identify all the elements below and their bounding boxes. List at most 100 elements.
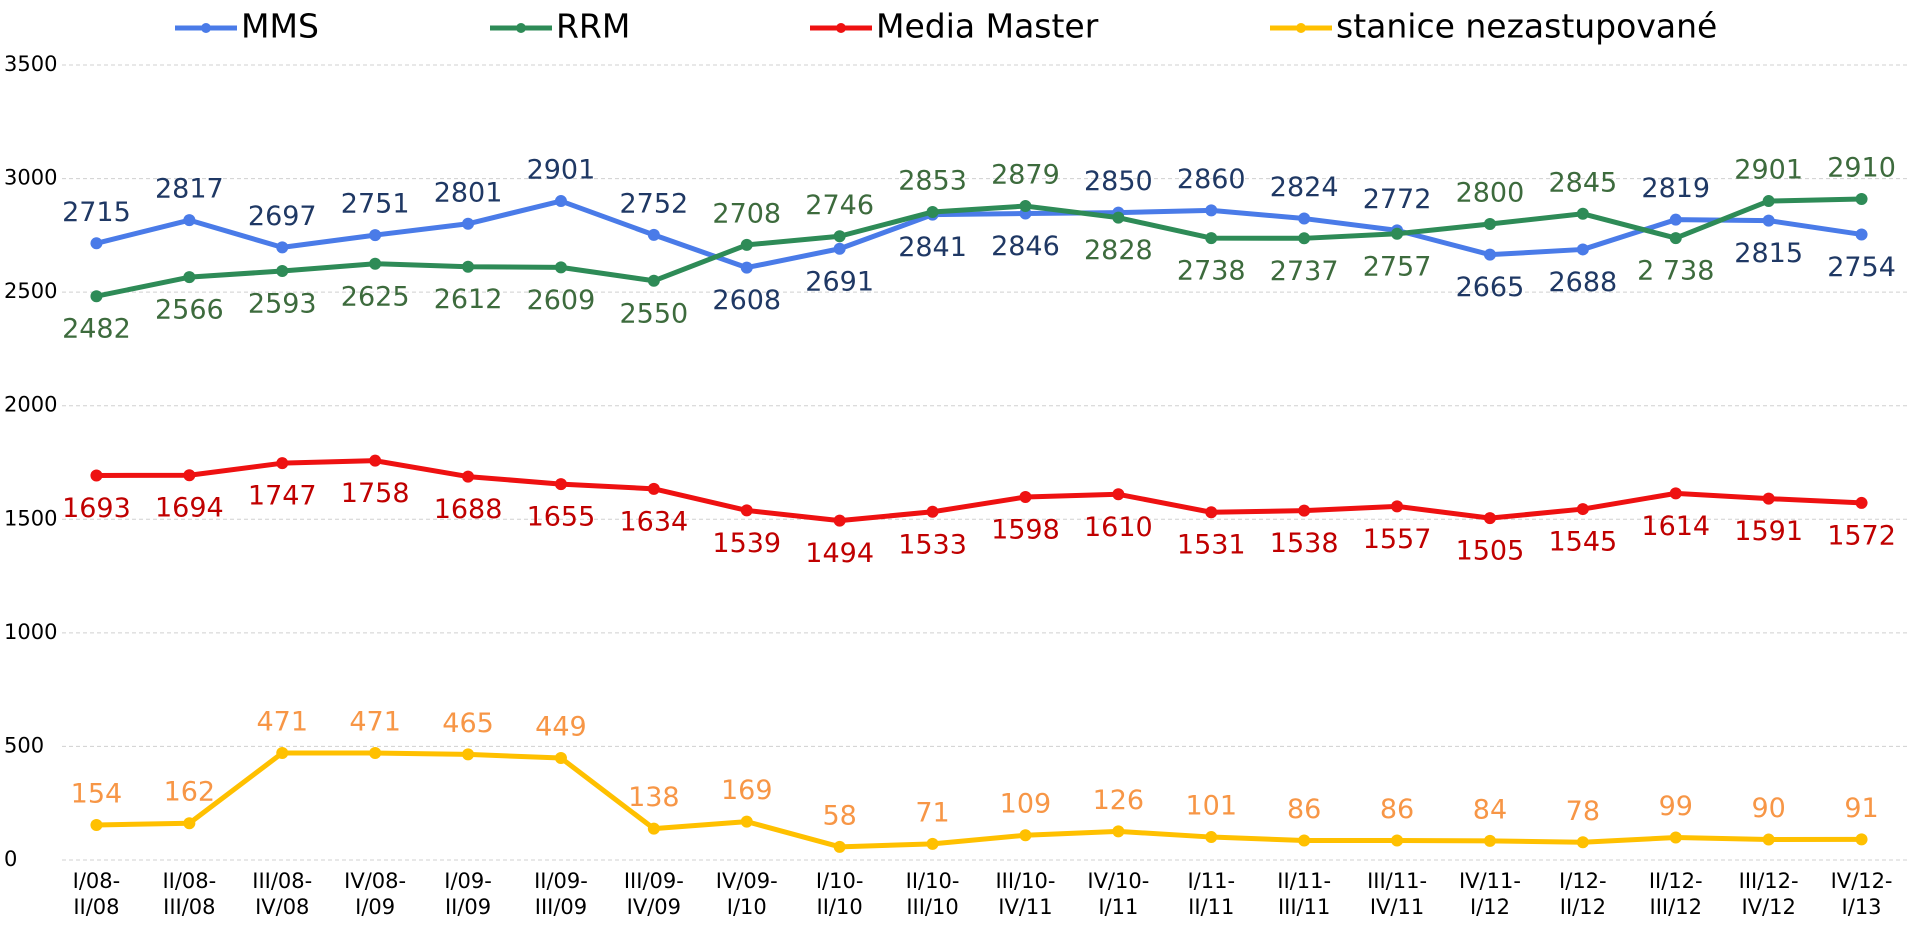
x-tick-label: III/11-IV/11	[1367, 869, 1427, 919]
data-point	[740, 261, 753, 274]
y-tick-label: 1500	[4, 506, 57, 530]
data-point	[90, 290, 103, 303]
data-point	[183, 214, 196, 227]
data-label: 2860	[1177, 164, 1246, 195]
data-point	[647, 228, 660, 241]
x-tick-label: IV/08-I/09	[344, 869, 406, 919]
data-label: 1545	[1548, 527, 1617, 558]
data-point	[1855, 193, 1868, 206]
data-point	[554, 195, 567, 208]
y-tick-label: 500	[4, 733, 44, 757]
x-tick-label: IV/12-I/13	[1831, 869, 1893, 919]
data-label: 449	[535, 712, 587, 743]
y-tick-label: 3000	[4, 166, 57, 190]
data-point	[1669, 232, 1682, 245]
data-label: 71	[915, 797, 949, 828]
data-label: 126	[1093, 785, 1145, 816]
x-tick-label: IV/09-I/10	[716, 869, 778, 919]
series-line	[96, 458, 1862, 524]
data-label: 86	[1380, 794, 1414, 825]
data-label: 2752	[619, 188, 688, 219]
data-point	[369, 454, 382, 467]
data-label: 1531	[1177, 530, 1246, 561]
data-point	[1205, 831, 1218, 844]
data-point	[369, 257, 382, 270]
data-label: 471	[349, 707, 401, 738]
data-point	[183, 271, 196, 284]
data-label: 2550	[619, 298, 688, 329]
data-point	[276, 457, 289, 470]
data-point	[1112, 488, 1125, 501]
data-point	[1019, 200, 1032, 213]
x-tick-label: IV/11-I/12	[1459, 869, 1521, 919]
x-tick-label: I/11-II/11	[1187, 869, 1235, 919]
data-point	[1855, 833, 1868, 846]
y-tick-label: 2000	[4, 393, 57, 417]
data-label: 2665	[1456, 272, 1525, 303]
legend-label: RRM	[556, 7, 630, 46]
data-label: 1634	[619, 506, 688, 537]
data-point	[1762, 214, 1775, 227]
data-point	[1762, 492, 1775, 505]
data-point	[462, 217, 475, 230]
data-label: 91	[1844, 793, 1878, 824]
data-label: 2609	[527, 285, 596, 316]
data-point	[740, 504, 753, 517]
data-point	[90, 469, 103, 482]
data-label: 2625	[341, 281, 410, 312]
data-point	[183, 469, 196, 482]
data-point	[1669, 487, 1682, 500]
data-label: 2688	[1548, 267, 1617, 298]
data-point	[1855, 496, 1868, 509]
legend-marker	[516, 23, 526, 33]
data-point	[1855, 228, 1868, 241]
data-point	[462, 748, 475, 761]
x-tick-label: II/09-III/09	[534, 869, 588, 919]
data-point	[647, 822, 660, 835]
data-point	[276, 241, 289, 254]
data-label: 2853	[898, 165, 967, 196]
data-label: 1610	[1084, 512, 1153, 543]
data-point	[833, 230, 846, 243]
data-point	[1669, 831, 1682, 844]
data-label: 1758	[341, 478, 410, 509]
legend-label: MMS	[241, 7, 319, 46]
x-tick-label: II/12-III/12	[1649, 869, 1703, 919]
data-label: 1694	[155, 493, 224, 524]
data-label: 78	[1566, 796, 1600, 827]
data-point	[1483, 512, 1496, 525]
data-point	[1298, 232, 1311, 245]
data-label: 471	[256, 707, 308, 738]
data-label: 2772	[1363, 184, 1432, 215]
data-label: 2746	[805, 190, 874, 221]
data-point	[1483, 834, 1496, 847]
data-point	[183, 817, 196, 830]
data-label: 109	[1000, 789, 1052, 820]
data-label: 2815	[1734, 238, 1803, 269]
data-label: 2 738	[1637, 256, 1714, 287]
data-label: 1591	[1734, 516, 1803, 547]
data-point	[833, 840, 846, 853]
y-tick-label: 3500	[4, 52, 57, 76]
x-tick-label: IV/10-I/11	[1087, 869, 1149, 919]
data-point	[833, 514, 846, 527]
data-point	[554, 752, 567, 765]
x-tick-label: I/10-II/10	[816, 869, 864, 919]
y-tick-label: 0	[4, 847, 17, 871]
data-point	[1205, 204, 1218, 217]
data-point	[1112, 211, 1125, 224]
data-point	[554, 261, 567, 274]
data-label: 2850	[1084, 166, 1153, 197]
data-label: 1688	[434, 494, 503, 525]
data-label: 1693	[62, 493, 131, 524]
data-label: 2824	[1270, 172, 1339, 203]
data-point	[1483, 248, 1496, 261]
data-label: 1598	[991, 515, 1060, 546]
data-point	[1298, 212, 1311, 225]
data-label: 1572	[1827, 520, 1896, 551]
data-point	[1298, 834, 1311, 847]
data-label: 2846	[991, 231, 1060, 262]
legend-marker	[201, 23, 211, 33]
data-label: 2697	[248, 201, 317, 232]
